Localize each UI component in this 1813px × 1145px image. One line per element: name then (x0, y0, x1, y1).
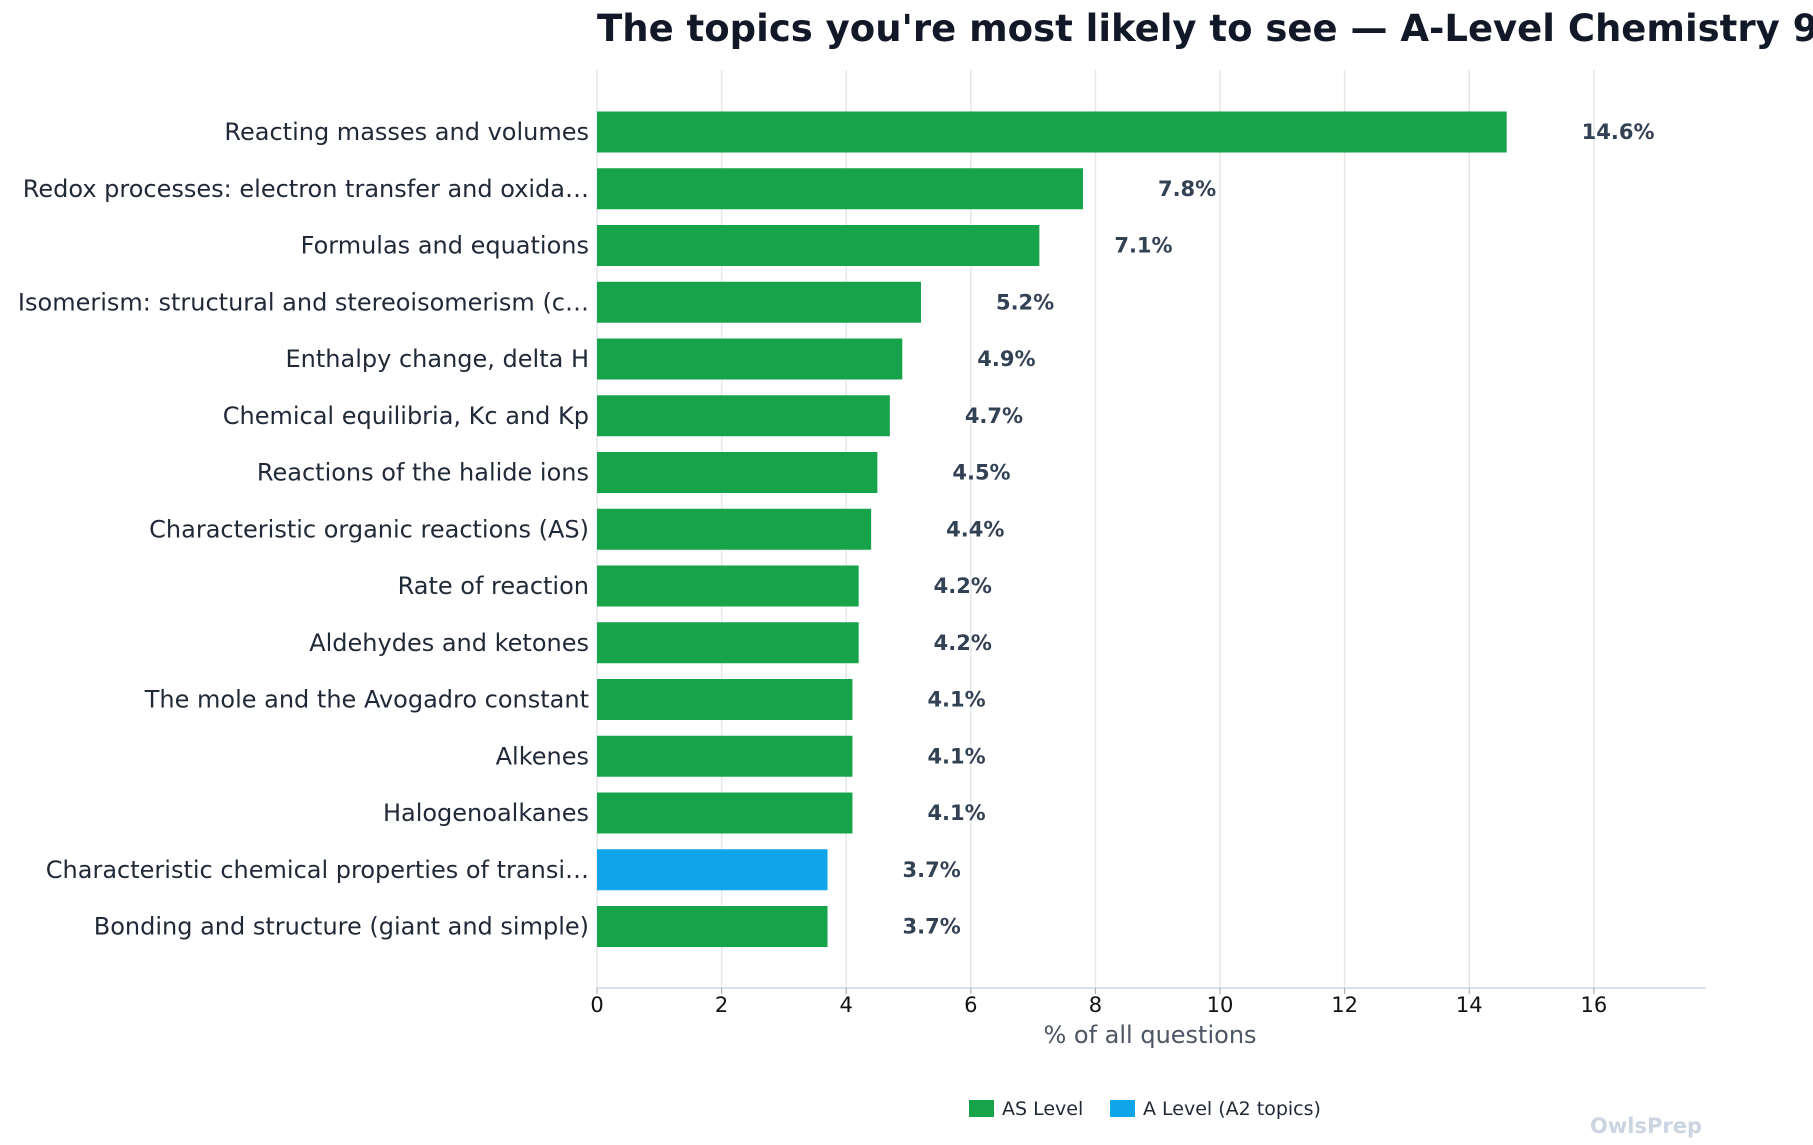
y-tick-label: Redox processes: electron transfer and o… (23, 175, 589, 203)
bar (597, 622, 859, 664)
x-tick-label: 0 (590, 993, 603, 1017)
bar (597, 508, 872, 550)
bar (597, 281, 921, 323)
bar (597, 168, 1083, 210)
bar (597, 849, 828, 891)
legend-label: AS Level (1002, 1098, 1083, 1120)
y-tick-label: Halogenoalkanes (383, 799, 589, 827)
y-tick-label: Formulas and equations (301, 232, 589, 260)
y-tick-label: Chemical equilibria, Kc and Kp (223, 402, 589, 430)
x-tick-label: 6 (964, 993, 977, 1017)
value-label: 4.2% (934, 574, 992, 598)
x-tick-label: 2 (715, 993, 728, 1017)
value-label: 5.2% (996, 290, 1054, 314)
value-label: 7.1% (1114, 234, 1172, 258)
value-label: 4.2% (934, 631, 992, 655)
y-tick-label: Isomerism: structural and stereoisomeris… (18, 288, 589, 316)
value-label: 14.6% (1582, 120, 1655, 144)
y-tick-label: Aldehydes and ketones (309, 629, 589, 657)
x-tick-labels: 0 2 4 6 8 10 12 14 16 (590, 988, 1607, 1017)
y-tick-label: The mole and the Avogadro constant (144, 686, 589, 714)
x-tick-label: 16 (1580, 993, 1607, 1017)
value-label: 7.8% (1158, 177, 1216, 201)
gridlines (596, 70, 1595, 988)
legend: AS Level A Level (A2 topics) (969, 1098, 1321, 1120)
y-tick-label: Bonding and structure (giant and simple) (94, 913, 589, 941)
bar (597, 679, 853, 720)
y-tick-label: Characteristic chemical properties of tr… (46, 856, 589, 884)
bar (597, 452, 878, 493)
y-tick-label: Alkenes (496, 742, 589, 770)
value-label: 4.7% (965, 404, 1023, 428)
bars (597, 111, 1507, 947)
y-tick-label: Reactions of the halide ions (257, 459, 589, 487)
value-label: 4.4% (946, 517, 1004, 541)
bar (597, 111, 1507, 153)
y-tick-labels: Reacting masses and volumes Redox process… (18, 118, 589, 941)
x-tick-label: 14 (1456, 993, 1483, 1017)
y-tick-label: Reacting masses and volumes (224, 118, 589, 146)
x-tick-label: 12 (1331, 993, 1358, 1017)
value-label: 3.7% (903, 915, 961, 939)
x-tick-label: 8 (1089, 993, 1102, 1017)
bar (597, 792, 853, 834)
value-label: 3.7% (903, 858, 961, 882)
value-label: 4.5% (952, 461, 1010, 485)
x-axis-label: % of all questions (1043, 1021, 1256, 1049)
bar (597, 338, 903, 380)
y-tick-label: Enthalpy change, delta H (286, 345, 589, 373)
bar (597, 565, 859, 607)
chart-title: The topics you're most likely to see — A… (597, 7, 1813, 50)
x-tick-label: 4 (840, 993, 853, 1017)
legend-swatch (969, 1100, 994, 1117)
bar (597, 906, 828, 947)
legend-label: A Level (A2 topics) (1143, 1098, 1321, 1120)
watermark: OwlsPrep (1590, 1114, 1702, 1138)
value-label: 4.1% (927, 801, 985, 825)
x-tick-label: 10 (1207, 993, 1234, 1017)
legend-swatch (1110, 1100, 1135, 1117)
bar (597, 735, 853, 777)
y-tick-label: Characteristic organic reactions (AS) (149, 515, 589, 543)
bar (597, 225, 1040, 266)
bar (597, 395, 890, 437)
value-labels: 14.6% 7.8% 7.1% 5.2% 4.9% 4.7% 4.5% 4.4% 4.2% 4.2… (903, 120, 1655, 939)
value-label: 4.9% (977, 347, 1035, 371)
value-label: 4.1% (927, 688, 985, 712)
value-label: 4.1% (927, 744, 985, 768)
y-tick-label: Rate of reaction (398, 572, 589, 600)
